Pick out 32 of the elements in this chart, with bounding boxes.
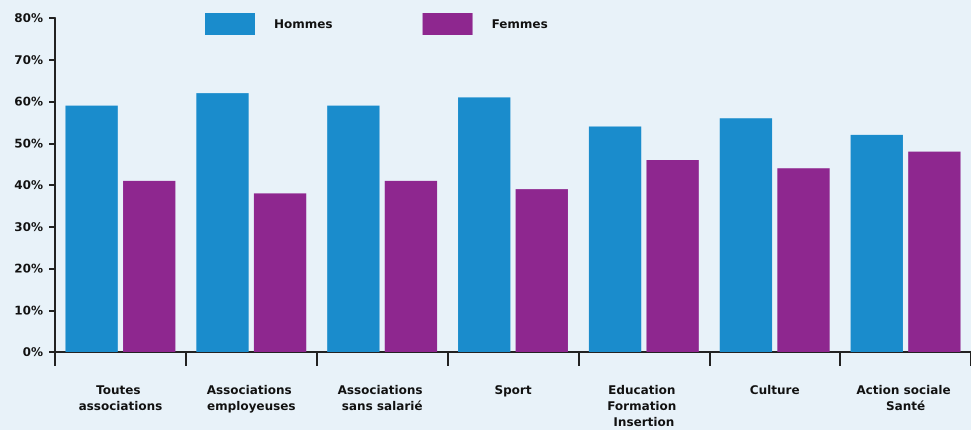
bar xyxy=(458,97,510,352)
y-tick-label: 20% xyxy=(14,262,43,276)
x-tick-label: Associations employeuses xyxy=(206,383,296,413)
bar xyxy=(384,180,438,352)
bar xyxy=(254,193,306,352)
bar xyxy=(908,152,961,352)
bar xyxy=(646,160,699,352)
y-tick-label: 0% xyxy=(22,345,43,359)
bar xyxy=(327,106,380,352)
y-tick-label: 60% xyxy=(14,94,43,108)
x-tick-label: Associations sans salarié xyxy=(338,383,427,413)
x-tick-label: Action sociale Santé xyxy=(856,383,955,413)
bar xyxy=(720,118,772,352)
bar xyxy=(123,180,176,352)
y-tick-label: 80% xyxy=(14,11,43,25)
bar xyxy=(850,134,903,352)
bar xyxy=(196,93,249,352)
y-tick-label: 70% xyxy=(14,52,43,67)
y-tick-label: 10% xyxy=(14,303,43,318)
x-tick-label: Toutes associations xyxy=(78,383,162,413)
bar xyxy=(65,106,118,352)
legend-label: Hommes xyxy=(274,17,333,31)
x-tick-label: Culture xyxy=(750,383,800,397)
bar xyxy=(516,189,568,352)
legend-label: Femmes xyxy=(492,17,548,31)
x-tick-label: Sport xyxy=(494,383,532,397)
bar xyxy=(777,168,830,352)
y-tick-label: 30% xyxy=(14,220,43,234)
y-tick-label: 50% xyxy=(14,136,43,150)
bar xyxy=(588,126,642,352)
y-tick-label: 40% xyxy=(14,178,43,192)
x-tick-label: Education Formation Insertion xyxy=(607,383,681,429)
